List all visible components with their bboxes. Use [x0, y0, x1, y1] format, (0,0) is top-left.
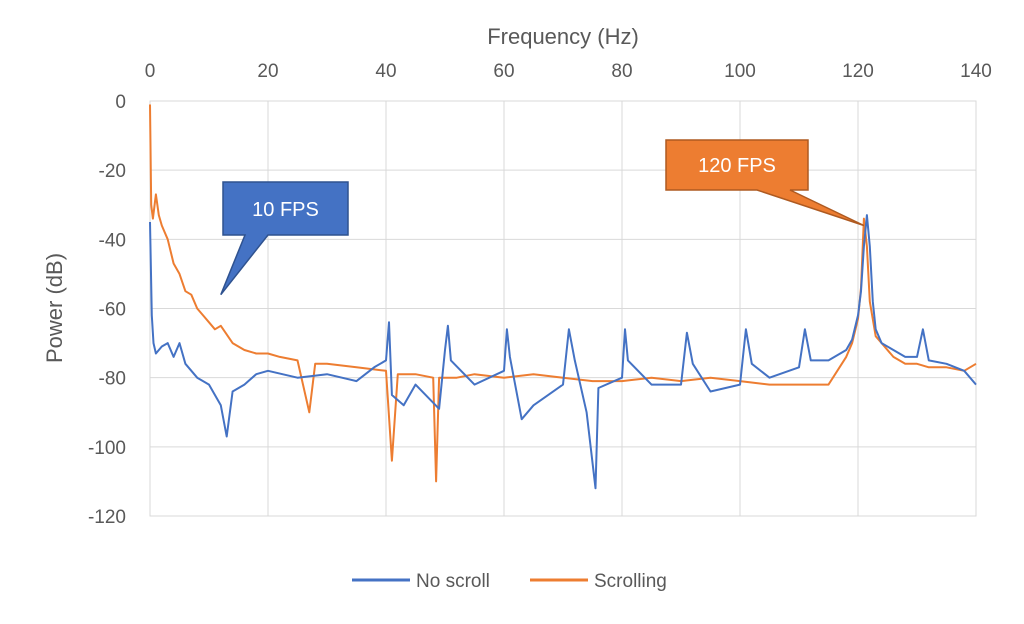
x-tick-label: 80 — [611, 61, 632, 82]
y-tick-label: -20 — [99, 161, 126, 182]
callout-120fps-label: 120 FPS — [698, 155, 776, 177]
callout-120fps-shape — [665, 139, 865, 227]
series-lines — [149, 104, 977, 490]
x-tick-label: 60 — [493, 61, 514, 82]
y-tick-label: -80 — [99, 369, 126, 390]
y-tick-label: -60 — [99, 300, 126, 321]
x-tick-label: 20 — [257, 61, 278, 82]
grid-lines — [149, 100, 977, 517]
series-line-no-scroll — [149, 214, 977, 490]
plot-area-border — [149, 100, 977, 517]
y-tick-label: -40 — [99, 230, 126, 251]
callout-10fps-label: 10 FPS — [252, 199, 319, 221]
y-tick-label: -120 — [88, 507, 126, 528]
x-tick-label: 100 — [724, 61, 756, 82]
callout-10fps-shape — [220, 181, 349, 296]
x-tick-label: 40 — [375, 61, 396, 82]
series-line-scrolling — [149, 104, 977, 483]
x-tick-label: 120 — [842, 61, 874, 82]
legend: No scroll Scrolling — [352, 571, 667, 592]
legend-label-no-scroll: No scroll — [416, 571, 490, 592]
x-tick-label: 0 — [145, 61, 156, 82]
y-tick-label: 0 — [115, 92, 126, 113]
y-tick-label: -100 — [88, 438, 126, 459]
y-tick-labels: 0 -20 -40 -60 -80 -100 -120 — [88, 92, 126, 528]
y-axis-title: Power (dB) — [42, 253, 67, 363]
legend-label-scrolling: Scrolling — [594, 571, 667, 592]
x-tick-label: 140 — [960, 61, 992, 82]
annotations: 10 FPS 120 FPS — [220, 139, 865, 296]
x-tick-labels: 0 20 40 60 80 100 120 140 — [145, 61, 992, 82]
x-axis-title: Frequency (Hz) — [487, 24, 639, 49]
